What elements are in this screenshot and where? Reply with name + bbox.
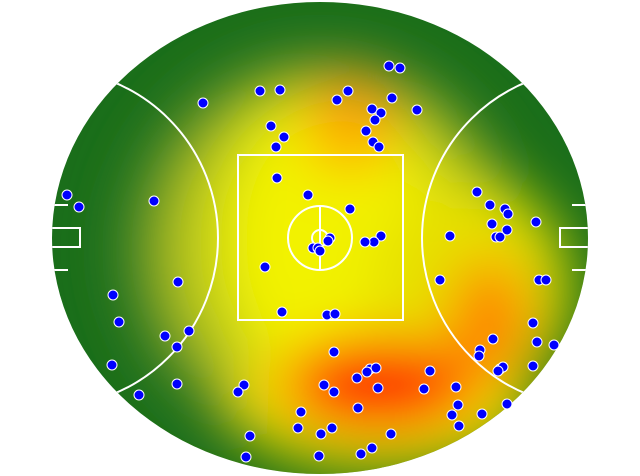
point	[383, 60, 395, 72]
point	[471, 186, 483, 198]
point	[106, 359, 118, 371]
point	[171, 341, 183, 353]
point	[302, 189, 314, 201]
point	[238, 379, 250, 391]
point	[369, 114, 381, 126]
point	[366, 103, 378, 115]
point	[501, 398, 513, 410]
point	[315, 428, 327, 440]
point	[113, 316, 125, 328]
point	[244, 430, 256, 442]
point	[492, 365, 504, 377]
point	[424, 365, 436, 377]
point	[530, 216, 542, 228]
point	[501, 224, 513, 236]
point	[73, 201, 85, 213]
point	[271, 172, 283, 184]
point	[527, 317, 539, 329]
point	[370, 362, 382, 374]
point	[328, 346, 340, 358]
point	[232, 386, 244, 398]
point	[361, 366, 373, 378]
point	[385, 428, 397, 440]
point	[61, 189, 73, 201]
point	[292, 422, 304, 434]
point	[452, 399, 464, 411]
point	[328, 386, 340, 398]
point	[314, 245, 326, 257]
point	[331, 94, 343, 106]
point	[351, 372, 363, 384]
point	[183, 325, 195, 337]
point	[450, 381, 462, 393]
point	[487, 333, 499, 345]
point	[265, 120, 277, 132]
points	[61, 60, 560, 463]
point	[411, 104, 423, 116]
point	[373, 141, 385, 153]
point	[172, 276, 184, 288]
point	[107, 289, 119, 301]
point	[375, 230, 387, 242]
point	[360, 125, 372, 137]
point	[484, 199, 496, 211]
point	[274, 84, 286, 96]
point	[453, 420, 465, 432]
point	[434, 274, 446, 286]
point	[366, 442, 378, 454]
point	[278, 131, 290, 143]
point	[355, 448, 367, 460]
point	[446, 409, 458, 421]
point	[394, 62, 406, 74]
point	[473, 350, 485, 362]
point	[171, 378, 183, 390]
point	[270, 141, 282, 153]
point	[259, 261, 271, 273]
point	[329, 308, 341, 320]
point	[476, 408, 488, 420]
point	[502, 208, 514, 220]
point	[276, 306, 288, 318]
point	[548, 339, 560, 351]
point	[527, 360, 539, 372]
point	[352, 402, 364, 414]
point	[375, 107, 387, 119]
point	[322, 235, 334, 247]
point	[133, 389, 145, 401]
point	[531, 336, 543, 348]
point	[344, 203, 356, 215]
point	[159, 330, 171, 342]
point	[444, 230, 456, 242]
point	[486, 218, 498, 230]
point	[494, 231, 506, 243]
point	[318, 379, 330, 391]
point	[359, 236, 371, 248]
point	[197, 97, 209, 109]
point	[295, 406, 307, 418]
point	[386, 92, 398, 104]
point	[418, 383, 430, 395]
point	[148, 195, 160, 207]
point	[342, 85, 354, 97]
point	[313, 450, 325, 462]
point	[254, 85, 266, 97]
point	[240, 451, 252, 463]
point	[326, 422, 338, 434]
point	[540, 274, 552, 286]
point	[372, 382, 384, 394]
